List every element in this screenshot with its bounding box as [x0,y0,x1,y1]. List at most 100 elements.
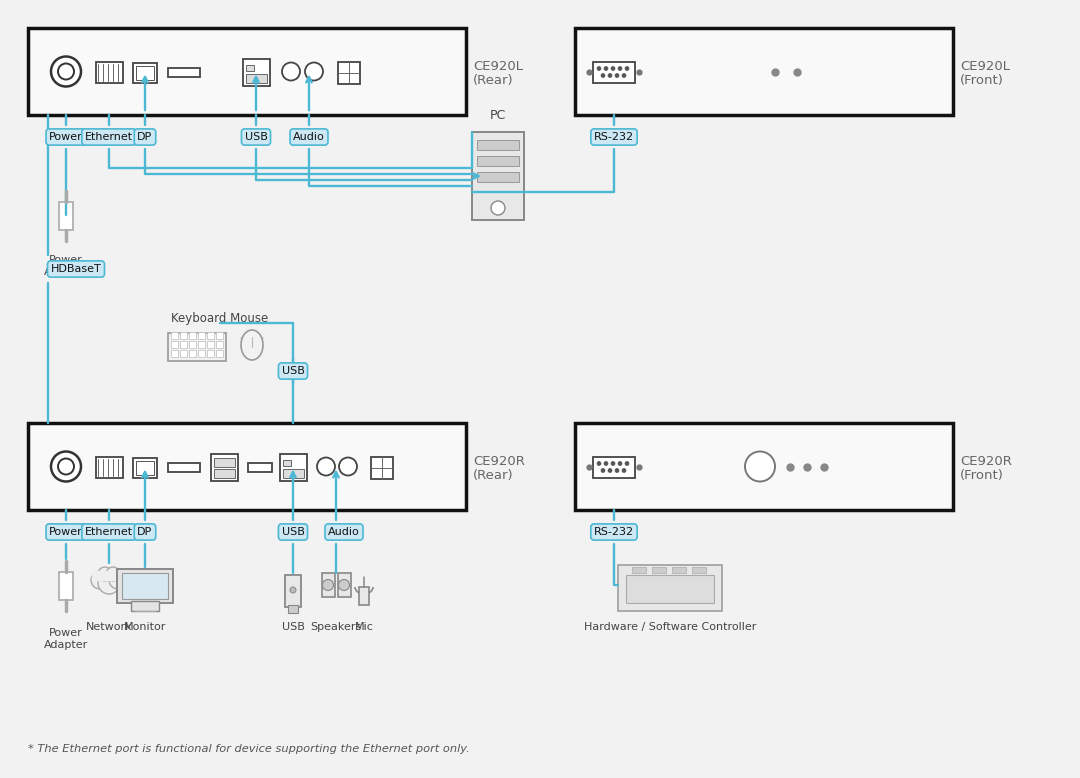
Bar [96,61,123,82]
Text: CE920R: CE920R [960,455,1012,468]
Bar [246,73,267,82]
Circle shape [98,567,112,581]
Text: CE920L: CE920L [473,60,523,73]
Circle shape [51,451,81,482]
Circle shape [91,571,109,589]
Bar [472,132,524,220]
Bar [283,460,291,465]
Bar [626,575,714,603]
Bar [372,457,393,478]
Bar [575,423,953,510]
Circle shape [622,468,626,472]
Text: (Front): (Front) [960,74,1004,87]
Bar [198,350,205,357]
Circle shape [98,572,120,594]
Circle shape [608,73,612,78]
Text: RS-232: RS-232 [594,527,634,537]
Circle shape [338,580,350,591]
Circle shape [51,57,81,86]
Bar [283,468,303,478]
Text: USB: USB [244,132,268,142]
Bar [575,28,953,115]
Text: Monitor: Monitor [124,622,166,632]
Circle shape [58,458,75,475]
Bar [285,575,301,607]
Bar [246,65,254,71]
Bar [288,605,298,613]
Text: (Front): (Front) [960,469,1004,482]
Text: USB: USB [282,527,305,537]
Bar [117,569,173,603]
Bar [180,332,187,339]
Circle shape [618,461,622,465]
Text: Mic: Mic [354,622,374,632]
Text: Hardware / Software Controller: Hardware / Software Controller [584,622,756,632]
Text: CE920L: CE920L [960,60,1010,73]
Polygon shape [92,571,126,580]
Bar [632,567,646,573]
Text: Ethernet: Ethernet [85,132,133,142]
Text: Power: Power [49,132,83,142]
Text: Ethernet: Ethernet [85,527,133,537]
Bar [243,58,270,86]
Circle shape [600,468,605,472]
Bar [136,65,154,79]
Bar [171,332,178,339]
Text: Keyboard Mouse: Keyboard Mouse [172,311,269,324]
Bar [216,350,222,357]
Bar [171,341,178,348]
Bar [189,332,195,339]
Bar [28,28,465,115]
Bar [59,572,73,600]
Circle shape [106,567,120,581]
Text: Power: Power [49,527,83,537]
Circle shape [745,451,775,482]
Bar [198,332,205,339]
Circle shape [597,66,600,71]
Bar [692,567,706,573]
Circle shape [58,64,75,79]
Bar [593,61,635,82]
Bar [122,573,168,599]
Bar [168,333,226,361]
Bar [180,350,187,357]
Bar [216,332,222,339]
Bar [207,332,214,339]
Bar [198,341,205,348]
Text: Audio: Audio [293,132,325,142]
Text: (Rear): (Rear) [473,469,514,482]
Bar [337,573,351,597]
Text: RS-232: RS-232 [594,132,634,142]
Circle shape [318,457,335,475]
Bar [189,341,195,348]
Text: (Rear): (Rear) [473,74,514,87]
Circle shape [604,66,608,71]
Text: DP: DP [137,527,152,537]
Bar [168,68,200,76]
Circle shape [291,587,296,593]
Text: Network: Network [85,622,133,632]
Bar [338,61,360,83]
Bar [136,461,154,475]
Bar [322,573,335,597]
Circle shape [622,73,626,78]
Circle shape [604,461,608,465]
Bar [171,350,178,357]
Circle shape [625,66,629,71]
Bar [359,587,369,605]
Bar [280,454,307,481]
Circle shape [323,580,334,591]
Bar [477,140,519,150]
Bar [133,457,157,478]
Circle shape [625,461,629,465]
Bar [59,202,73,230]
Circle shape [282,62,300,80]
Bar [189,350,195,357]
Text: Power
Adapter: Power Adapter [44,255,89,277]
Circle shape [597,461,600,465]
Text: * The Ethernet port is functional for device supporting the Ethernet port only.: * The Ethernet port is functional for de… [28,744,470,754]
Circle shape [305,62,323,80]
Circle shape [611,461,615,465]
Bar [133,62,157,82]
Circle shape [109,571,127,589]
